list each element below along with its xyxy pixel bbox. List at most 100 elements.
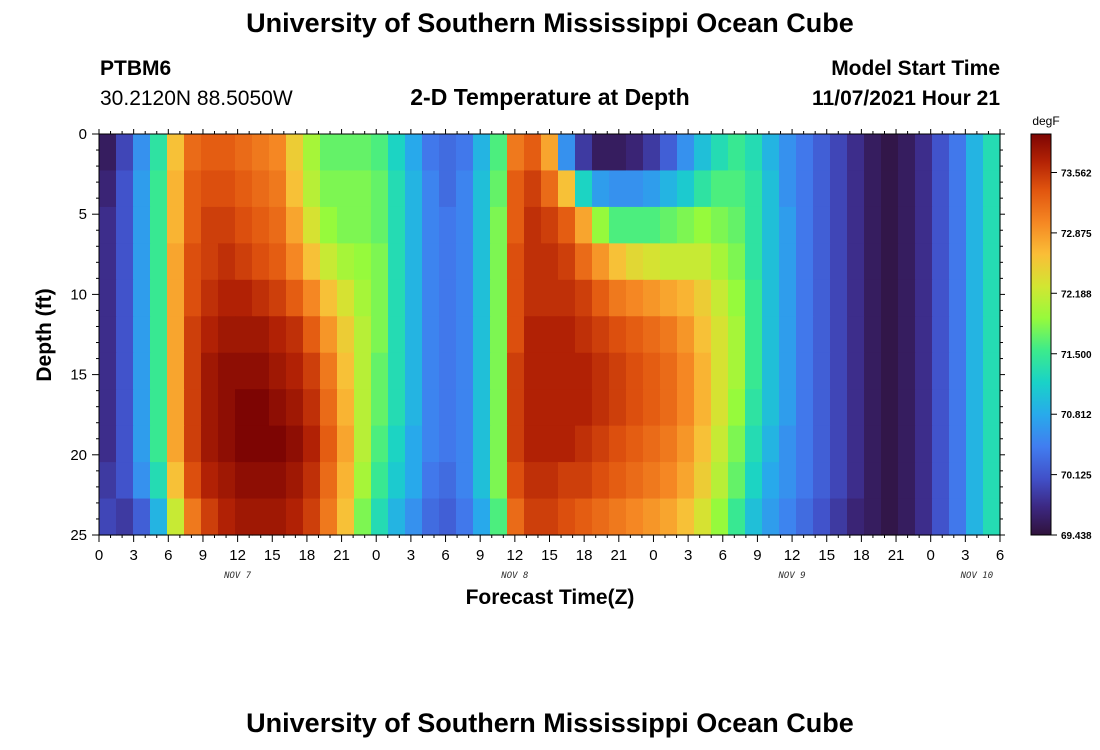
- heatmap-cell: [864, 170, 882, 208]
- heatmap-cell: [337, 498, 355, 536]
- heatmap-cell: [541, 279, 559, 317]
- heatmap-cell: [830, 498, 848, 536]
- heatmap-cell: [660, 279, 678, 317]
- heatmap-cell: [626, 206, 644, 244]
- heatmap-cell: [388, 389, 406, 427]
- heatmap-cell: [558, 389, 576, 427]
- heatmap-cell: [490, 425, 508, 463]
- x-tick-label: 6: [719, 547, 727, 564]
- heatmap-cell: [711, 389, 729, 427]
- heatmap-cell: [524, 498, 542, 536]
- heatmap-cell: [796, 279, 814, 317]
- heatmap-cell: [643, 425, 661, 463]
- heatmap-cell: [507, 462, 525, 500]
- heatmap-cell: [558, 134, 576, 172]
- heatmap-cell: [643, 243, 661, 281]
- heatmap-cell: [218, 243, 236, 281]
- heatmap-cell: [167, 170, 185, 208]
- heatmap-cell: [150, 134, 168, 172]
- heatmap-cell: [762, 170, 780, 208]
- heatmap-cell: [762, 389, 780, 427]
- heatmap-cell: [320, 498, 338, 536]
- heatmap-cell: [99, 498, 117, 536]
- heatmap-cell: [371, 498, 389, 536]
- heatmap-cell: [575, 389, 593, 427]
- heatmap-cell: [541, 352, 559, 390]
- heatmap-cell: [558, 462, 576, 500]
- heatmap-cell: [473, 316, 491, 354]
- heatmap-cell: [133, 170, 151, 208]
- heatmap-cell: [898, 425, 916, 463]
- heatmap-cell: [422, 206, 440, 244]
- heatmap-cell: [592, 389, 610, 427]
- x-tick-label: 0: [95, 547, 103, 564]
- heatmap-cell: [813, 425, 831, 463]
- heatmap-cell: [354, 170, 372, 208]
- heatmap-cell: [881, 134, 899, 172]
- heatmap-cell: [201, 279, 219, 317]
- heatmap-cell: [235, 170, 253, 208]
- heatmap-cell: [643, 134, 661, 172]
- heatmap-cell: [745, 134, 763, 172]
- heatmap-cell: [405, 206, 423, 244]
- heatmap-cell: [405, 425, 423, 463]
- heatmap-cell: [626, 170, 644, 208]
- heatmap-cell: [677, 316, 695, 354]
- heatmap-cell: [932, 462, 950, 500]
- heatmap-cell: [184, 425, 202, 463]
- heatmap-cell: [898, 206, 916, 244]
- heatmap-cell: [405, 352, 423, 390]
- heatmap-cell: [592, 425, 610, 463]
- heatmap-cell: [303, 462, 321, 500]
- heatmap-cell: [660, 352, 678, 390]
- x-tick-label: 9: [753, 547, 761, 564]
- heatmap-cell: [456, 243, 474, 281]
- heatmap-cell: [218, 170, 236, 208]
- heatmap-cell: [524, 352, 542, 390]
- heatmap-cell: [558, 352, 576, 390]
- heatmap-cell: [337, 316, 355, 354]
- heatmap-cell: [847, 425, 865, 463]
- heatmap-cell: [439, 425, 457, 463]
- heatmap-cell: [779, 134, 797, 172]
- heatmap-cell: [932, 389, 950, 427]
- heatmap-cell: [711, 316, 729, 354]
- heatmap-cell: [150, 279, 168, 317]
- heatmap-cell: [337, 389, 355, 427]
- heatmap-cell: [949, 279, 967, 317]
- model-start-value: 11/07/2021 Hour 21: [812, 87, 1000, 110]
- heatmap-cell: [422, 243, 440, 281]
- heatmap-cell: [133, 498, 151, 536]
- heatmap-cell: [456, 389, 474, 427]
- heatmap-cell: [660, 498, 678, 536]
- heatmap-cell: [252, 425, 270, 463]
- heatmap-cell: [507, 316, 525, 354]
- heatmap-cell: [830, 170, 848, 208]
- heatmap-cell: [966, 425, 984, 463]
- heatmap-cell: [473, 352, 491, 390]
- heatmap-cell: [541, 462, 559, 500]
- heatmap-cell: [881, 243, 899, 281]
- heatmap-cell: [541, 389, 559, 427]
- heatmap-cell: [354, 352, 372, 390]
- x-tick-label: 12: [784, 547, 801, 564]
- plot-title: 2-D Temperature at Depth: [410, 84, 690, 110]
- heatmap-cell: [99, 425, 117, 463]
- y-tick-label: 0: [79, 126, 87, 143]
- heatmap-cell: [949, 462, 967, 500]
- heatmap-cell: [864, 206, 882, 244]
- heatmap-cell: [796, 389, 814, 427]
- x-tick-label: 15: [541, 547, 558, 564]
- heatmap-cell: [813, 316, 831, 354]
- heatmap-cell: [915, 316, 933, 354]
- heatmap-cell: [473, 134, 491, 172]
- heatmap-cell: [694, 243, 712, 281]
- heatmap-cell: [949, 316, 967, 354]
- x-tick-label: 0: [372, 547, 380, 564]
- footer-title: University of Southern Mississippi Ocean…: [246, 708, 854, 738]
- heatmap-cell: [898, 279, 916, 317]
- heatmap-cell: [456, 352, 474, 390]
- heatmap-cell: [966, 316, 984, 354]
- heatmap-cell: [609, 462, 627, 500]
- heatmap-cell: [422, 462, 440, 500]
